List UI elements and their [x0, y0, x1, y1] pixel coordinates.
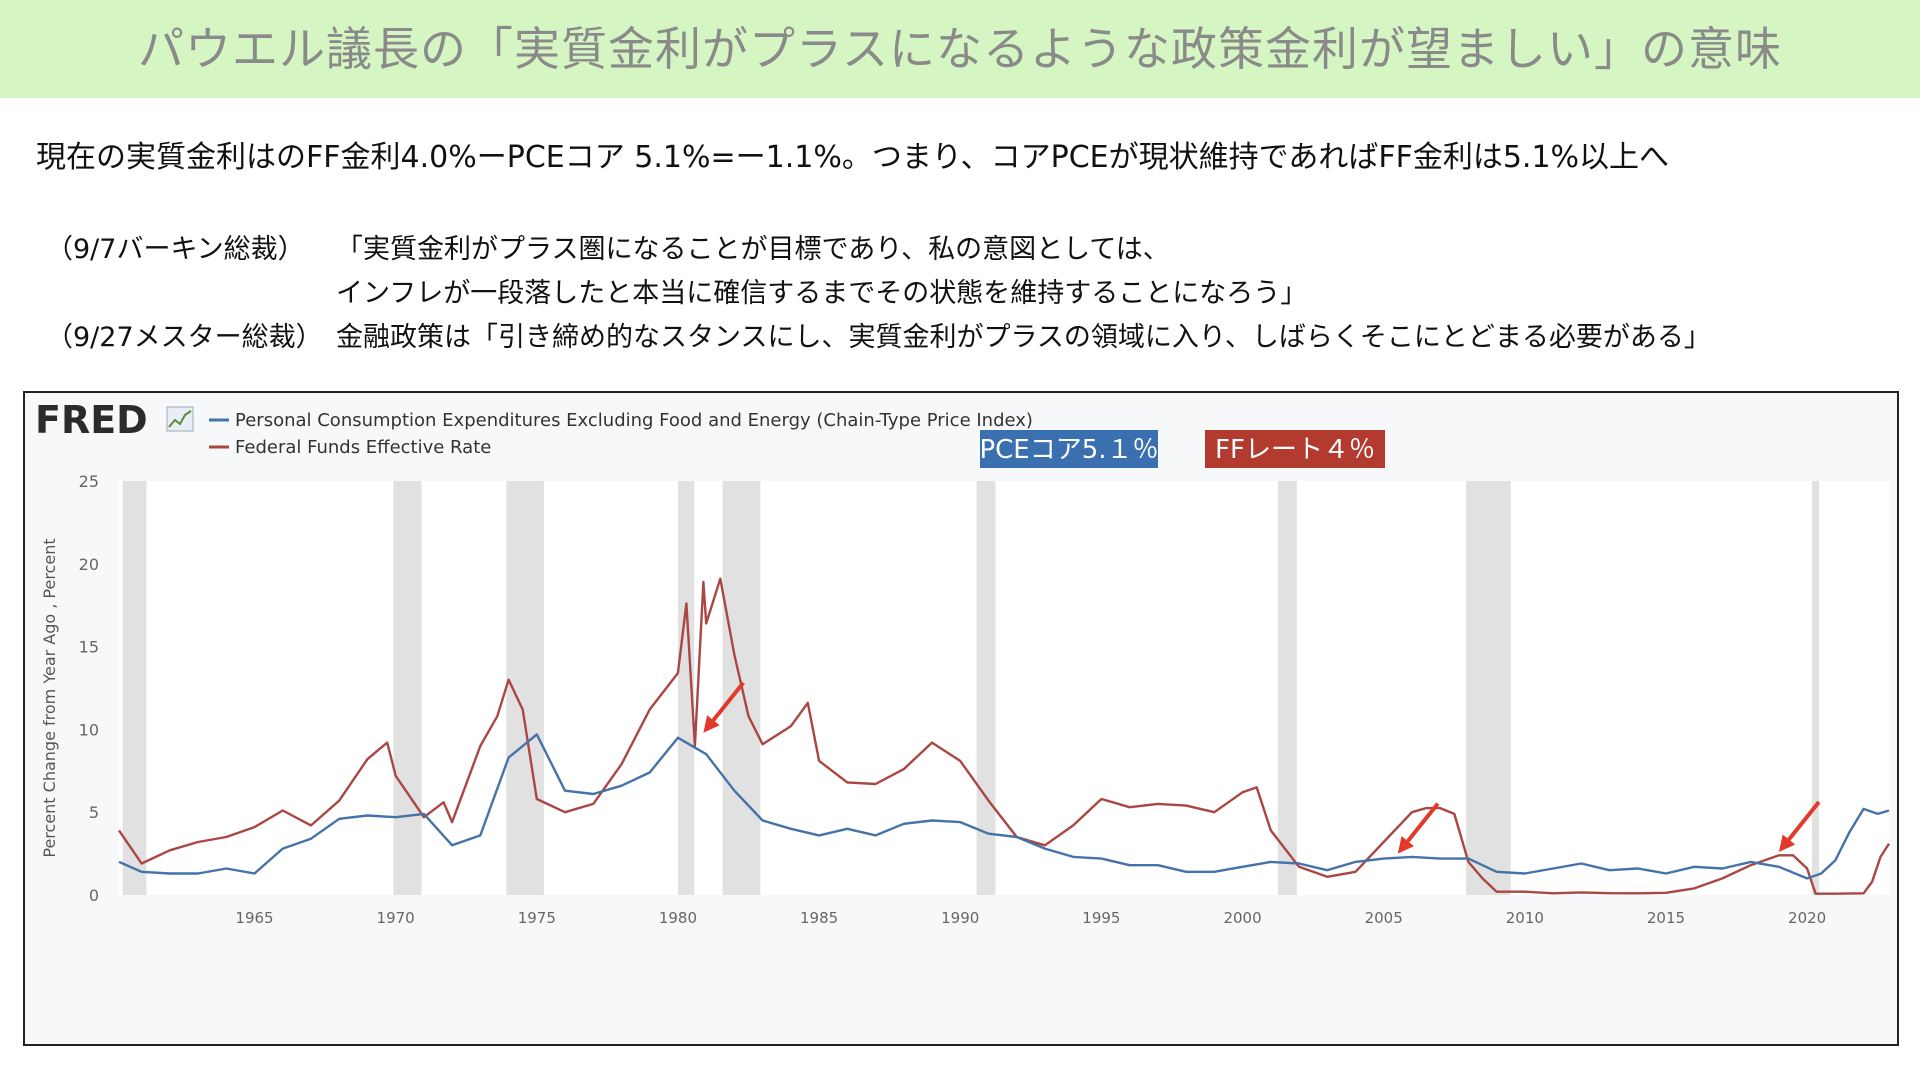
annotation-ff-box [1205, 430, 1385, 468]
annotation-ff-label: FFレート４％ [1215, 435, 1375, 465]
fred-chart: FRED Personal Consumption Expenditures E… [35, 398, 1891, 927]
x-tick-labels: 1965 1970 1975 1980 1985 1990 1995 2000 2005 2010… [235, 909, 1826, 927]
title-banner [0, 0, 1920, 98]
y-tick-labels: 0 5 10 15 20 25 [79, 472, 99, 905]
x-tick-label: 2000 [1223, 909, 1261, 927]
annotation-pce-label: PCEコア5.１％ [979, 435, 1158, 465]
annotation-arrow [1787, 800, 1821, 841]
recession-band [1277, 481, 1297, 895]
x-tick-label: 1965 [235, 909, 273, 927]
x-tick-label: 1980 [659, 909, 697, 927]
page-title: パウエル議長の「実質金利がプラスになるような政策金利が望ましい」の意味 [137, 22, 1783, 76]
fred-logo-graph-icon [166, 406, 194, 432]
annotation-arrowhead [1397, 836, 1415, 854]
series-line-ff [118, 577, 1891, 895]
y-axis-label: Percent Change from Year Ago , Percent [40, 538, 59, 857]
fred-logo: FRED [35, 398, 194, 442]
plot-background [119, 481, 1889, 895]
series-line-pce [118, 733, 1890, 880]
recession-band [122, 481, 147, 895]
quote-text: インフレが一段落したと本当に確信するまでその状態を維持することになろう」 [336, 278, 1308, 309]
annotation-arrow [711, 681, 745, 722]
annotation-arrowhead [1778, 834, 1796, 852]
y-tick-label: 20 [79, 555, 99, 574]
x-tick-label: 1995 [1082, 909, 1120, 927]
annotation-ff: FFレート４％ [1205, 430, 1385, 468]
quote-speaker: （9/27メスター総裁） [46, 322, 323, 353]
x-tick-label: 1970 [377, 909, 415, 927]
annotation-pce-box [980, 430, 1158, 468]
quote-text: 「実質金利がプラス圏になることが目標であり、私の意図としては、 [336, 234, 1170, 265]
y-tick-label: 0 [89, 886, 99, 905]
legend-label-ff: Federal Funds Effective Rate [235, 437, 491, 458]
recession-bands [122, 481, 1819, 895]
x-tick-label: 1975 [518, 909, 556, 927]
y-tick-label: 15 [79, 638, 99, 657]
quote-speaker: （9/7バーキン総裁） [46, 234, 305, 265]
x-tick-label: 1985 [800, 909, 838, 927]
recession-band [1466, 481, 1511, 895]
annotation-arrows [703, 681, 1821, 854]
x-tick-label: 2010 [1506, 909, 1544, 927]
series-lines [118, 577, 1891, 895]
annotation-pce: PCEコア5.１％ [979, 430, 1159, 468]
x-tick-label: 2005 [1365, 909, 1403, 927]
chart-legend: Personal Consumption Expenditures Exclud… [209, 410, 1033, 458]
y-tick-label: 5 [89, 803, 99, 822]
recession-band [677, 481, 695, 895]
legend-label-pce: Personal Consumption Expenditures Exclud… [235, 410, 1033, 431]
y-tick-label: 25 [79, 472, 99, 491]
recession-band [1811, 481, 1819, 895]
x-tick-label: 1990 [941, 909, 979, 927]
summary-text: 現在の実質金利はのFF金利4.0%ーPCEコア 5.1%=ー1.1%。つまり、コ… [36, 140, 1670, 175]
annotation-arrow [1406, 802, 1440, 843]
y-tick-label: 10 [79, 720, 99, 739]
recession-band [393, 481, 422, 895]
chart-frame: FRED Personal Consumption Expenditures E… [23, 391, 1899, 1046]
x-tick-label: 2015 [1647, 909, 1685, 927]
fred-logo-text: FRED [35, 398, 148, 442]
quote-text: 金融政策は「引き締め的なスタンスにし、実質金利がプラスの領域に入り、しばらくそこ… [336, 322, 1711, 353]
x-tick-label: 2020 [1788, 909, 1826, 927]
plot-area: 0 5 10 15 20 25 1965 1970 1975 1980 1985 1990 1995 2… [79, 472, 1891, 927]
annotation-arrowhead [703, 715, 720, 733]
